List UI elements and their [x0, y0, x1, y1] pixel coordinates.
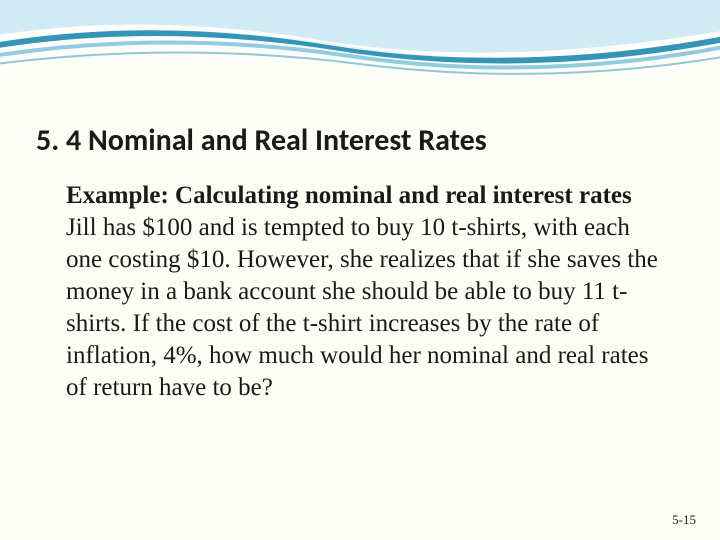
example-paragraph: Jill has $100 and is tempted to buy 10 t… — [66, 212, 662, 404]
page-number: 5-15 — [672, 512, 696, 528]
decorative-wave — [0, 0, 720, 100]
slide-body: Example: Calculating nominal and real in… — [66, 180, 662, 404]
example-subtitle: Example: Calculating nominal and real in… — [66, 180, 662, 212]
slide: 5. 4 Nominal and Real Interest Rates Exa… — [0, 0, 720, 540]
slide-title: 5. 4 Nominal and Real Interest Rates — [36, 122, 684, 159]
wave-svg — [0, 0, 720, 100]
